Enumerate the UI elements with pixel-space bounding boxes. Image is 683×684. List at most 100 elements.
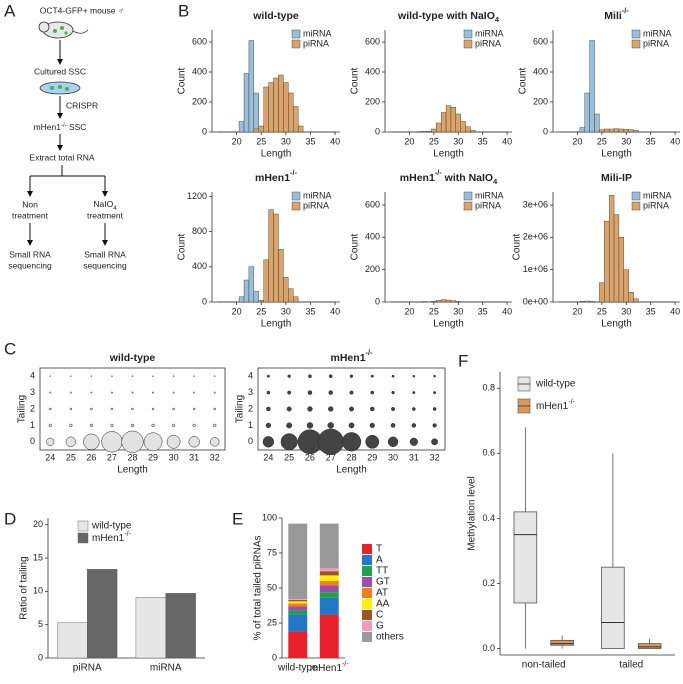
bar: [288, 288, 294, 303]
y-tick-label: 0: [248, 436, 253, 446]
panel-letter: D: [4, 509, 16, 528]
bubble: [172, 375, 175, 377]
legend-label: piRNA: [475, 38, 501, 48]
x-axis-label: Length: [261, 149, 292, 160]
dish-icon: [39, 81, 81, 95]
y-tick-label: 0.6: [482, 448, 495, 458]
y-tick-label: 2: [30, 403, 35, 413]
x-tick-label: 30: [281, 306, 291, 316]
panel-letter: E: [232, 509, 243, 528]
legend-swatch: [362, 588, 372, 598]
bubble: [171, 423, 176, 428]
y-tick-label: 50: [267, 582, 277, 592]
bubble: [193, 391, 196, 394]
y-tick-label: 0: [38, 652, 43, 662]
text-part: mHen1: [331, 352, 366, 364]
y-tick-label: 0: [272, 652, 277, 662]
x-tick-label: 28: [346, 452, 356, 462]
bar-segment: [319, 575, 339, 581]
bubble: [349, 374, 354, 378]
text-part: mHen1: [400, 172, 435, 184]
legend-swatch: [631, 29, 641, 39]
text-part: -/-: [568, 399, 575, 406]
y-tick-label: 0: [202, 126, 207, 136]
mouse-label: OCT4-GFP+ mouse ♂: [40, 5, 125, 15]
y-axis-label: Methylation level: [467, 476, 478, 550]
text-part: -/-: [290, 168, 297, 177]
bar: [87, 569, 118, 659]
y-tick-label: 100: [262, 512, 277, 522]
bubble: [172, 391, 175, 394]
legend-label: miRNA: [643, 28, 672, 38]
bar: [613, 128, 620, 133]
x-tick-label: 20: [572, 136, 582, 146]
bubble: [391, 407, 396, 411]
bubble: [110, 391, 113, 394]
bar: [604, 220, 610, 303]
bubble: [121, 430, 144, 453]
bar-segment: [288, 603, 308, 607]
legend-swatch: [463, 29, 473, 39]
bubble: [143, 432, 163, 452]
bar-segment: [319, 568, 339, 572]
bubble: [287, 390, 292, 395]
bar: [618, 237, 625, 303]
bar-segment: [288, 614, 308, 632]
legend-label: AT: [376, 588, 388, 599]
bar: [613, 214, 620, 303]
bubble: [370, 374, 374, 378]
bubble: [101, 431, 123, 453]
y-axis-label: Count: [512, 233, 523, 260]
x-tick-label: 31: [409, 452, 419, 462]
chart-title: mHen1-/-: [255, 168, 298, 183]
y-tick-label: 4: [248, 371, 253, 381]
legend-label: piRNA: [303, 38, 329, 48]
legend-label: miRNA: [303, 28, 332, 38]
panel-a: OCT4-GFP+ mouse ♂ Cultured SSC CRISPR mH…: [8, 5, 127, 270]
x-axis-label: Length: [117, 465, 148, 476]
bubble: [412, 407, 416, 411]
x-tick-label: 35: [646, 306, 656, 316]
chart-title: wild-type with NaIO4: [397, 10, 500, 25]
y-tick-label: 0e+00: [523, 296, 548, 306]
chart-title: wild-type: [252, 10, 299, 22]
legend-label: others: [376, 632, 404, 643]
x-tick-label: 40: [670, 306, 680, 316]
bubble: [317, 428, 344, 455]
bar: [238, 121, 245, 133]
y-tick-label: 0.0: [482, 643, 495, 653]
text-part: mHen1: [34, 122, 62, 132]
x-tick-label: 35: [478, 306, 488, 316]
bar: [268, 82, 274, 133]
x-tick-label: 25: [256, 136, 266, 146]
y-tick-label: 1e+06: [523, 264, 548, 274]
x-tick-label: 30: [281, 136, 291, 146]
bubble: [432, 407, 437, 411]
x-tick-label: 30: [453, 136, 463, 146]
step-label: Extract total RNA: [29, 152, 95, 162]
x-tick-label: 25: [597, 136, 607, 146]
legend-swatch: [362, 555, 372, 565]
y-tick-label: 200: [365, 264, 380, 274]
bar: [278, 248, 284, 303]
x-tick-label: 40: [502, 136, 512, 146]
x-tick-label: mHen1-/-: [310, 661, 350, 673]
bar-segment: [288, 523, 308, 600]
result-label: Small RNA: [9, 249, 51, 259]
bar-segment: [319, 597, 339, 615]
bubble: [365, 434, 380, 449]
x-tick-label: 40: [330, 136, 340, 146]
text-part: -/-: [366, 348, 373, 357]
x-tick-label: 35: [305, 136, 315, 146]
bar: [238, 296, 245, 303]
legend-label: GT: [376, 577, 390, 588]
text-part: -/-: [435, 168, 442, 177]
legend-swatch: [77, 532, 89, 544]
bubble: [431, 438, 438, 446]
legend-swatch: [463, 191, 473, 201]
y-tick-label: 3e+06: [523, 199, 548, 209]
y-tick-label: 20: [33, 519, 43, 529]
x-axis-label: Length: [261, 319, 292, 330]
bubble: [90, 391, 93, 394]
x-tick-label: tailed: [619, 660, 643, 671]
